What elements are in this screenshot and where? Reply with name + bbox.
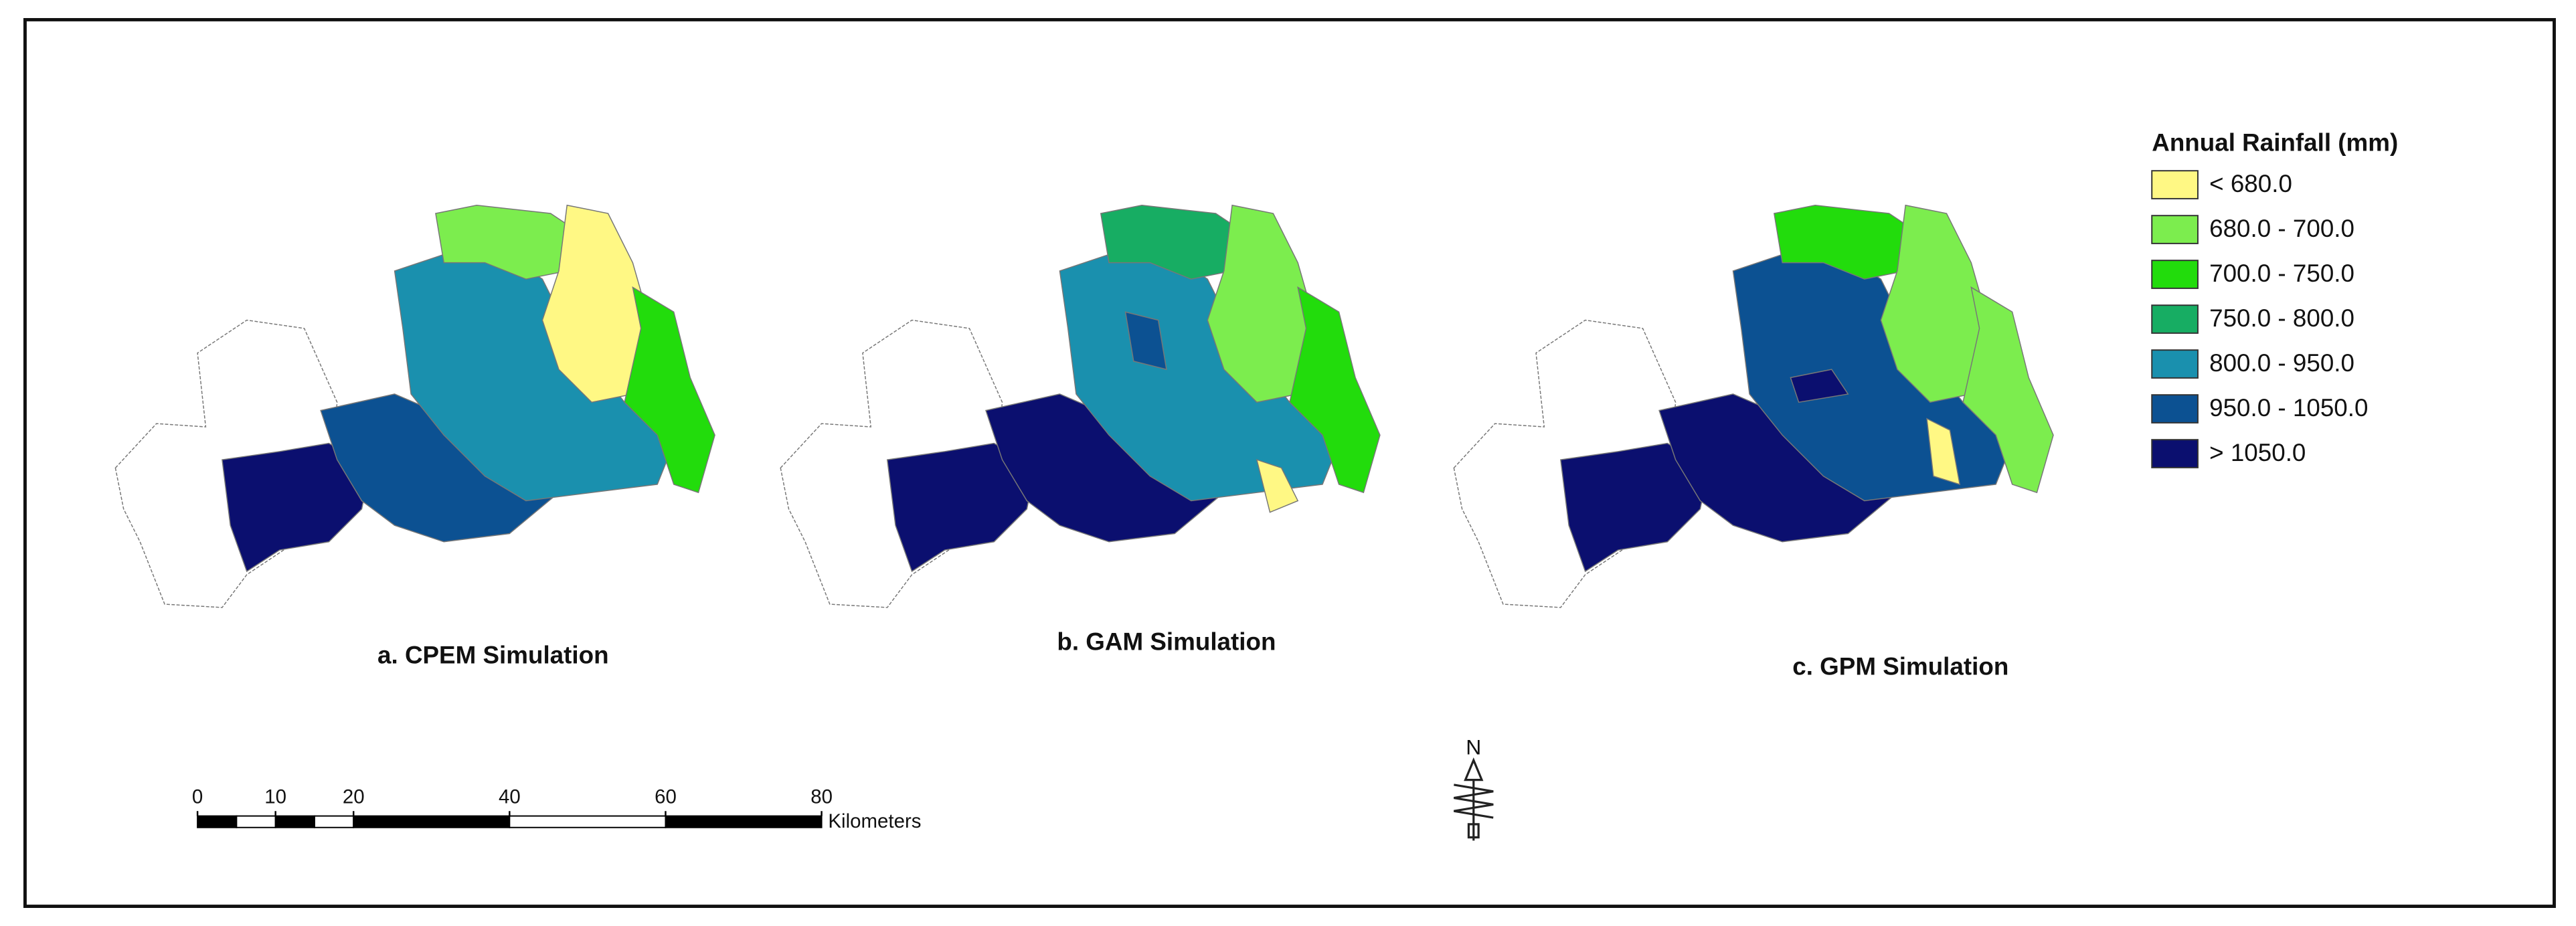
north-arrow-icon <box>1454 757 1494 841</box>
region <box>1256 458 1299 513</box>
scale-label: 60 <box>655 785 677 808</box>
scale-segment <box>197 815 238 828</box>
map-caption: c. GPM Simulation <box>1792 652 2008 680</box>
legend-label: 750.0 - 800.0 <box>2209 304 2354 332</box>
scale-segment <box>665 815 823 828</box>
scale-label: 0 <box>192 785 203 808</box>
region <box>1207 204 1315 403</box>
map-caption: b. GAM Simulation <box>1057 628 1276 656</box>
scale-unit: Kilometers <box>828 810 921 832</box>
legend-label: 680.0 - 700.0 <box>2209 215 2354 242</box>
legend-swatch <box>2151 439 2199 468</box>
legend-swatch <box>2151 170 2199 199</box>
map <box>1453 204 2054 608</box>
map <box>780 204 1381 608</box>
region <box>1560 442 1709 573</box>
scale-label: 10 <box>264 785 286 808</box>
region <box>222 442 371 573</box>
maps <box>114 204 2054 608</box>
legend-swatch <box>2151 394 2199 424</box>
region <box>1926 418 1961 485</box>
scale-segment <box>509 815 667 828</box>
map <box>114 204 715 608</box>
region <box>1790 369 1849 403</box>
region <box>624 286 715 494</box>
legend-label: < 680.0 <box>2209 170 2292 197</box>
north-arrow: N <box>1454 735 1494 841</box>
north-label: N <box>1466 735 1481 759</box>
scale-segment <box>353 815 511 828</box>
legend-label: > 1050.0 <box>2209 439 2306 466</box>
legend-label: 950.0 - 1050.0 <box>2209 394 2368 422</box>
scale-segment <box>236 815 276 828</box>
region <box>1289 286 1381 494</box>
map-caption: a. CPEM Simulation <box>377 641 609 668</box>
scale-label: 40 <box>499 785 521 808</box>
scale-label: 80 <box>810 785 833 808</box>
region <box>886 442 1036 573</box>
legend-label: 700.0 - 750.0 <box>2209 260 2354 287</box>
region <box>1880 204 1988 403</box>
scale-segment <box>313 815 355 828</box>
legend: < 680.0 680.0 - 700.0 700.0 - 750.0 750.0 -… <box>2151 170 2368 468</box>
legend-label: 800.0 - 950.0 <box>2209 349 2354 377</box>
scale-segment <box>274 815 315 828</box>
legend-swatch <box>2151 215 2199 244</box>
region <box>541 204 650 403</box>
legend-swatch <box>2151 304 2199 334</box>
region <box>1124 311 1167 371</box>
region <box>1962 286 2054 494</box>
legend-title: Annual Rainfall (mm) <box>2152 129 2398 157</box>
scale-label: 20 <box>343 785 365 808</box>
legend-swatch <box>2151 349 2199 379</box>
legend-swatch <box>2151 260 2199 289</box>
